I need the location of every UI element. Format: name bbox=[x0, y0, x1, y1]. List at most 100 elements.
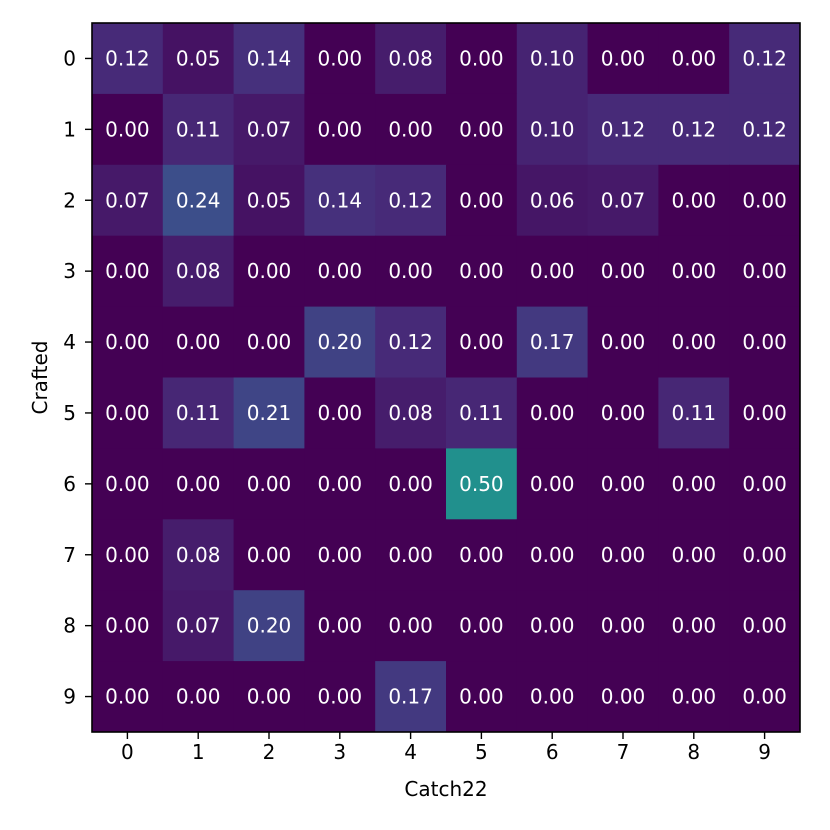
y-axis: 0 1 2 3 4 5 6 7 8 9 bbox=[63, 46, 92, 709]
cell-value-label: 0.00 bbox=[105, 401, 150, 425]
heatmap-cell bbox=[92, 23, 164, 95]
heatmap-cell bbox=[92, 306, 164, 378]
x-tick-label: 4 bbox=[404, 740, 417, 764]
heatmap-cell bbox=[729, 448, 801, 520]
cell-value-label: 0.11 bbox=[672, 401, 717, 425]
cell-value-label: 0.00 bbox=[105, 543, 150, 567]
cell-value-label: 0.14 bbox=[247, 46, 292, 70]
heatmap-cell bbox=[375, 590, 447, 662]
heatmap-cells bbox=[92, 23, 801, 733]
cell-value-label: 0.00 bbox=[459, 188, 504, 212]
cell-value-label: 0.00 bbox=[105, 259, 150, 283]
cell-value-label: 0.00 bbox=[459, 117, 504, 141]
heatmap-cell bbox=[304, 23, 376, 95]
cell-value-label: 0.00 bbox=[742, 401, 787, 425]
cell-value-label: 0.00 bbox=[318, 117, 363, 141]
y-tick-label: 2 bbox=[63, 188, 76, 212]
heatmap-cell bbox=[658, 93, 730, 166]
heatmap-cell bbox=[162, 661, 235, 733]
heatmap-cell bbox=[233, 164, 305, 237]
heatmap-cell bbox=[729, 377, 801, 449]
cell-value-label: 0.00 bbox=[672, 188, 717, 212]
cell-value-label: 0.00 bbox=[742, 472, 787, 496]
cell-value-label: 0.07 bbox=[247, 117, 292, 141]
cell-value-label: 0.12 bbox=[672, 117, 717, 141]
heatmap-cell bbox=[729, 590, 801, 662]
cell-value-label: 0.50 bbox=[459, 472, 504, 496]
cell-value-label: 0.00 bbox=[742, 259, 787, 283]
heatmap-cell bbox=[233, 377, 305, 449]
heatmap-cell bbox=[233, 235, 305, 308]
cell-value-label: 0.00 bbox=[530, 401, 575, 425]
heatmap-cell bbox=[162, 448, 235, 520]
y-axis-label: Crafted bbox=[28, 341, 52, 415]
heatmap-cell bbox=[375, 377, 447, 449]
x-axis: 0 1 2 3 4 5 6 7 8 9 bbox=[121, 732, 771, 764]
cell-value-label: 0.00 bbox=[388, 472, 433, 496]
heatmap-cell bbox=[233, 661, 305, 733]
cell-value-label: 0.00 bbox=[601, 685, 646, 709]
cell-value-label: 0.00 bbox=[459, 46, 504, 70]
cell-value-label: 0.00 bbox=[247, 685, 292, 709]
cell-value-label: 0.00 bbox=[530, 685, 575, 709]
cell-value-label: 0.00 bbox=[672, 685, 717, 709]
heatmap-cell bbox=[233, 23, 305, 95]
heatmap-cell bbox=[233, 306, 305, 378]
heatmap-cell bbox=[233, 519, 305, 591]
cell-value-label: 0.08 bbox=[176, 259, 221, 283]
cell-value-label: 0.11 bbox=[459, 401, 504, 425]
cell-value-label: 0.07 bbox=[105, 188, 150, 212]
y-tick-label: 8 bbox=[63, 614, 76, 638]
cell-value-label: 0.00 bbox=[247, 330, 292, 354]
cell-value-label: 0.00 bbox=[601, 330, 646, 354]
heatmap-cell bbox=[375, 306, 447, 378]
cell-value-label: 0.00 bbox=[459, 330, 504, 354]
cell-value-label: 0.00 bbox=[530, 472, 575, 496]
cell-value-label: 0.07 bbox=[601, 188, 646, 212]
heatmap-cell bbox=[516, 519, 589, 591]
heatmap-cell bbox=[446, 661, 518, 733]
cell-value-label: 0.05 bbox=[247, 188, 292, 212]
heatmap-cell bbox=[729, 306, 801, 378]
cell-value-label: 0.00 bbox=[247, 472, 292, 496]
y-tick-label: 3 bbox=[63, 259, 76, 283]
heatmap-cell bbox=[162, 164, 235, 237]
heatmap-cell bbox=[92, 235, 164, 308]
heatmap-cell bbox=[516, 448, 589, 520]
y-tick-label: 7 bbox=[63, 543, 76, 567]
cell-value-label: 0.17 bbox=[530, 330, 575, 354]
cell-value-label: 0.00 bbox=[530, 543, 575, 567]
heatmap-cell bbox=[658, 235, 730, 308]
cell-value-label: 0.12 bbox=[388, 330, 433, 354]
heatmap-cell bbox=[446, 23, 518, 95]
heatmap-cell bbox=[516, 306, 589, 378]
heatmap-cell bbox=[375, 661, 447, 733]
heatmap-cell bbox=[92, 93, 164, 166]
cell-value-label: 0.17 bbox=[388, 685, 433, 709]
y-tick-label: 5 bbox=[63, 401, 76, 425]
cell-value-label: 0.00 bbox=[459, 259, 504, 283]
cell-value-label: 0.00 bbox=[105, 117, 150, 141]
heatmap-cell bbox=[304, 590, 376, 662]
heatmap-cell bbox=[729, 661, 801, 733]
cell-value-label: 0.12 bbox=[742, 46, 787, 70]
cell-value-label: 0.00 bbox=[105, 685, 150, 709]
heatmap-cell bbox=[446, 519, 518, 591]
heatmap-cell bbox=[587, 590, 659, 662]
heatmap-cell bbox=[162, 519, 235, 591]
plot-frame bbox=[91, 22, 801, 733]
cell-value-label: 0.00 bbox=[388, 117, 433, 141]
heatmap-cell bbox=[446, 235, 518, 308]
cell-value-label: 0.00 bbox=[176, 330, 221, 354]
cell-value-label: 0.00 bbox=[459, 685, 504, 709]
cell-value-label: 0.20 bbox=[318, 330, 363, 354]
heatmap-cell bbox=[516, 377, 589, 449]
heatmap-cell bbox=[375, 23, 447, 95]
x-tick-label: 7 bbox=[617, 740, 630, 764]
cell-value-label: 0.00 bbox=[742, 330, 787, 354]
heatmap-cell bbox=[658, 519, 730, 591]
heatmap-cell bbox=[587, 377, 659, 449]
cell-value-label: 0.08 bbox=[388, 46, 433, 70]
cell-value-label: 0.00 bbox=[742, 685, 787, 709]
